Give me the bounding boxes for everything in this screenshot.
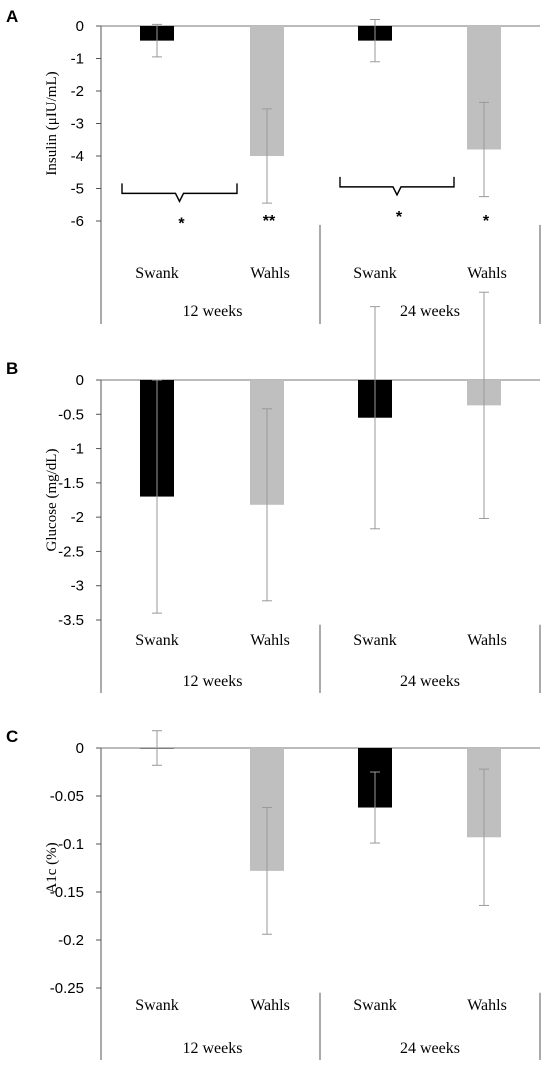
- y-tick-label: -1: [71, 441, 84, 458]
- y-tick-label: 0: [76, 372, 84, 389]
- x-group-label: 24 weeks: [400, 1040, 460, 1057]
- x-category-label: Swank: [353, 632, 397, 649]
- y-tick-label: -0.5: [58, 406, 84, 423]
- y-tick-label: -1.5: [58, 475, 84, 492]
- y-tick-label: -3: [71, 116, 84, 133]
- x-category-label: Wahls: [250, 997, 290, 1014]
- x-category-label: Wahls: [467, 997, 507, 1014]
- y-axis-label: Insulin (μIU/mL): [44, 71, 60, 175]
- y-tick-label: -2: [71, 509, 84, 526]
- x-group-label: 12 weeks: [183, 303, 243, 320]
- y-tick-label: -0.2: [58, 932, 84, 949]
- panel-letter: C: [6, 727, 18, 746]
- y-axis-label: Glucose (mg/dL): [44, 449, 60, 552]
- y-tick-label: 0: [76, 740, 84, 757]
- significance-marker: *: [396, 209, 403, 226]
- y-tick-label: -5: [71, 181, 84, 198]
- x-category-label: Wahls: [250, 265, 290, 282]
- y-tick-label: -6: [71, 213, 84, 230]
- x-category-label: Swank: [135, 997, 179, 1014]
- x-category-label: Wahls: [467, 632, 507, 649]
- y-tick-label: -2.5: [58, 543, 84, 560]
- x-category-label: Wahls: [250, 632, 290, 649]
- panel-letter: A: [6, 7, 18, 26]
- significance-marker: *: [483, 213, 490, 230]
- significance-marker: **: [263, 213, 276, 230]
- x-group-label: 12 weeks: [183, 1040, 243, 1057]
- x-category-label: Swank: [135, 632, 179, 649]
- panel-letter: B: [6, 359, 18, 378]
- y-tick-label: -0.1: [58, 836, 84, 853]
- y-tick-label: -0.25: [50, 980, 84, 997]
- x-category-label: Wahls: [467, 265, 507, 282]
- x-category-label: Swank: [353, 997, 397, 1014]
- y-tick-label: -4: [71, 148, 84, 165]
- y-tick-label: -3: [71, 578, 84, 595]
- y-axis-label: A1c (%): [44, 842, 60, 893]
- x-category-label: Swank: [135, 265, 179, 282]
- significance-marker: *: [178, 215, 185, 232]
- y-tick-label: 0: [76, 18, 84, 35]
- x-group-label: 12 weeks: [183, 673, 243, 690]
- x-group-label: 24 weeks: [400, 303, 460, 320]
- y-tick-label: -0.15: [50, 884, 84, 901]
- panel-b: B Glucose (mg/dL) 0 -0.5 -1 -1.5 -2 -2.5 -3 -3.5 S…: [6, 291, 541, 693]
- y-tick-label: -1: [71, 51, 84, 68]
- y-tick-label: -2: [71, 83, 84, 100]
- significance-bracket: [121, 183, 238, 203]
- x-category-label: Swank: [353, 265, 397, 282]
- y-tick-label: -3.5: [58, 612, 84, 629]
- panel-c: C A1c (%) 0 -0.05 -0.1 -0.15 -0.2 -0.25 Swank Wah…: [6, 727, 541, 1060]
- x-group-label: 24 weeks: [400, 673, 460, 690]
- y-tick-label: -0.05: [50, 788, 84, 805]
- significance-bracket: [339, 176, 455, 197]
